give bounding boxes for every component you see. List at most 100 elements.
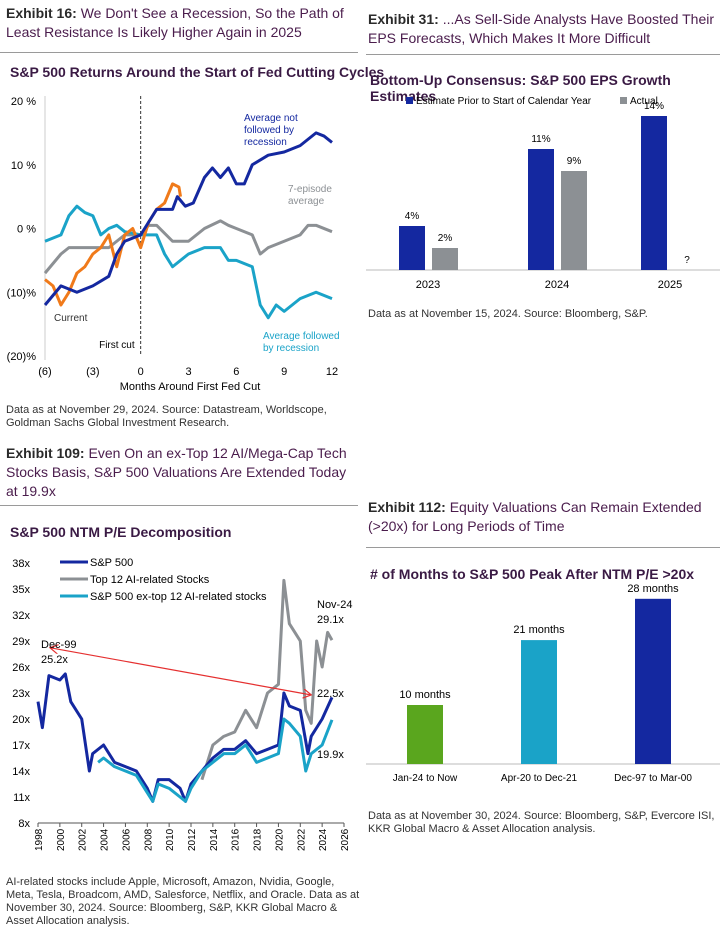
- chart4-source: Data as at November 30, 2024. Source: Bl…: [368, 810, 715, 835]
- legend-label: S&P 500: [90, 557, 133, 569]
- x-tick-label: (6): [38, 366, 51, 378]
- bar: [528, 149, 554, 270]
- x-tick-label: Apr-20 to Dec-21: [501, 773, 578, 784]
- series-label: Average followed by recession: [263, 331, 340, 354]
- y-tick-label: (20)%: [7, 351, 37, 363]
- y-tick-label: (10)%: [7, 287, 37, 299]
- annotation: 19.9x: [317, 749, 344, 761]
- annotation: 25.2x: [41, 654, 68, 666]
- legend-label: Top 12 AI-related Stocks: [90, 574, 210, 586]
- y-tick-label: 14x: [12, 766, 30, 778]
- bar-data-label: 9%: [567, 156, 582, 167]
- annotation: 22.5x: [317, 688, 344, 700]
- series-line-average-not-followed-by-recession: [43, 131, 333, 306]
- chart2-source: Data as at November 15, 2024. Source: Bl…: [368, 308, 648, 320]
- bar: [407, 705, 443, 764]
- divider: [366, 54, 720, 55]
- divider: [0, 505, 358, 506]
- bar-data-label: 14%: [644, 101, 664, 112]
- legend-label: Actual: [630, 96, 658, 107]
- bar-data-label: ?: [684, 255, 690, 266]
- x-tick-label: 2024: [545, 279, 569, 291]
- y-tick-label: 20x: [12, 714, 30, 726]
- chart2-title: Bottom-Up Consensus: S&P 500 EPS Growth …: [370, 72, 671, 104]
- series-line-average-followed-by-recession: [44, 204, 333, 320]
- chart1-source: Data as at November 29, 2024. Source: Da…: [6, 404, 327, 429]
- series-line-current: [44, 182, 183, 307]
- divider: [366, 547, 720, 548]
- chart4-title: # of Months to S&P 500 Peak After NTM P/…: [370, 566, 695, 582]
- x-tick-label: 2006: [121, 828, 132, 851]
- y-tick-label: 0 %: [17, 224, 36, 236]
- bar: [561, 171, 587, 270]
- x-tick-label: (3): [86, 366, 99, 378]
- chart1-title: S&P 500 Returns Around the Start of Fed …: [10, 64, 385, 80]
- bar: [432, 248, 458, 270]
- chart3-pe-decomposition: 8x 11x 14x 17x 20x 23x 26x 29x 32x 35x 38x 1998 2000…: [12, 557, 352, 851]
- bar: [641, 116, 667, 270]
- annotation: Nov-24: [317, 599, 352, 611]
- bar-data-label: 11%: [531, 134, 550, 145]
- x-tick-label: 2002: [78, 828, 89, 851]
- y-tick-label: 29x: [12, 636, 30, 648]
- x-tick-label: 2020: [274, 828, 285, 851]
- y-tick-label: 38x: [12, 558, 30, 570]
- comparison-arrow: [51, 648, 310, 695]
- divider: [0, 52, 358, 53]
- legend-label: Estimate Prior to Start of Calendar Year: [416, 96, 592, 107]
- bar-data-label: 2%: [438, 233, 453, 244]
- exhibit-31-heading: Exhibit 31: ...As Sell-Side Analysts Hav…: [368, 11, 715, 46]
- first-cut-label: First cut: [99, 340, 135, 351]
- x-tick-label: 2023: [416, 279, 440, 291]
- bar-data-label: 28 months: [627, 583, 679, 595]
- bar: [399, 226, 425, 270]
- series-label: 7-episode average: [288, 184, 332, 207]
- x-tick-label: 2022: [296, 828, 307, 851]
- x-axis-label: Months Around First Fed Cut: [120, 381, 261, 393]
- y-tick-label: 23x: [12, 688, 30, 700]
- series-line-s-p-500-ex-top-12-ai-related-stocks: [97, 717, 334, 803]
- x-tick-label: 0: [138, 366, 144, 378]
- series-label-current: Current: [54, 313, 88, 324]
- series-line-s-p-500: [36, 672, 334, 803]
- exhibit-16-heading: Exhibit 16: We Don't See a Recession, So…: [6, 5, 344, 40]
- bar: [635, 598, 671, 764]
- x-tick-label: 2010: [165, 828, 176, 851]
- x-tick-label: 3: [185, 366, 191, 378]
- x-tick-label: 9: [281, 366, 287, 378]
- x-tick-label: Jan-24 to Now: [393, 773, 458, 784]
- x-tick-label: 2004: [100, 828, 111, 851]
- y-tick-label: 10 %: [11, 160, 36, 172]
- x-tick-label: 2014: [209, 828, 220, 851]
- chart1-fed-cutting-cycles: 20 % 10 % 0 % (10)% (20)%(6) (3) 0 3 6 9 12 Months …: [7, 96, 340, 393]
- chart2-eps-growth: Estimate Prior to Start of Calendar Year…: [366, 96, 720, 291]
- series-label: Average not followed by recession: [244, 113, 298, 148]
- legend-swatch: [620, 97, 627, 104]
- y-tick-label: 8x: [18, 818, 30, 830]
- y-tick-label: 20 %: [11, 96, 36, 108]
- x-tick-label: 1998: [34, 828, 45, 851]
- x-tick-label: Dec-97 to Mar-00: [614, 773, 692, 784]
- chart3-title: S&P 500 NTM P/E Decomposition: [10, 524, 232, 540]
- x-tick-label: 2018: [253, 828, 264, 851]
- series-line-top-12-ai-related-stocks: [200, 578, 334, 781]
- annotation: 29.1x: [317, 614, 344, 626]
- annotation: Dec-99: [41, 639, 76, 651]
- bar-data-label: 10 months: [399, 689, 451, 701]
- exhibit-112-heading: Exhibit 112: Equity Valuations Can Remai…: [368, 499, 702, 534]
- x-tick-label: 2024: [318, 828, 329, 851]
- bar-data-label: 4%: [405, 211, 420, 222]
- legend-swatch: [406, 97, 413, 104]
- y-tick-label: 11x: [13, 792, 30, 804]
- chart4-months-to-peak: 10 months Jan-24 to Now 21 months Apr-20 to…: [366, 583, 720, 784]
- bar: [521, 640, 557, 764]
- legend-label: S&P 500 ex-top 12 AI-related stocks: [90, 591, 267, 603]
- bar-data-label: 21 months: [513, 624, 565, 636]
- y-tick-label: 17x: [12, 740, 30, 752]
- x-tick-label: 2008: [143, 828, 154, 851]
- x-tick-label: 2012: [187, 828, 198, 851]
- x-tick-label: 2025: [658, 279, 682, 291]
- x-tick-label: 12: [326, 366, 338, 378]
- x-tick-label: 2026: [340, 828, 351, 851]
- chart3-source: AI-related stocks include Apple, Microso…: [6, 876, 360, 927]
